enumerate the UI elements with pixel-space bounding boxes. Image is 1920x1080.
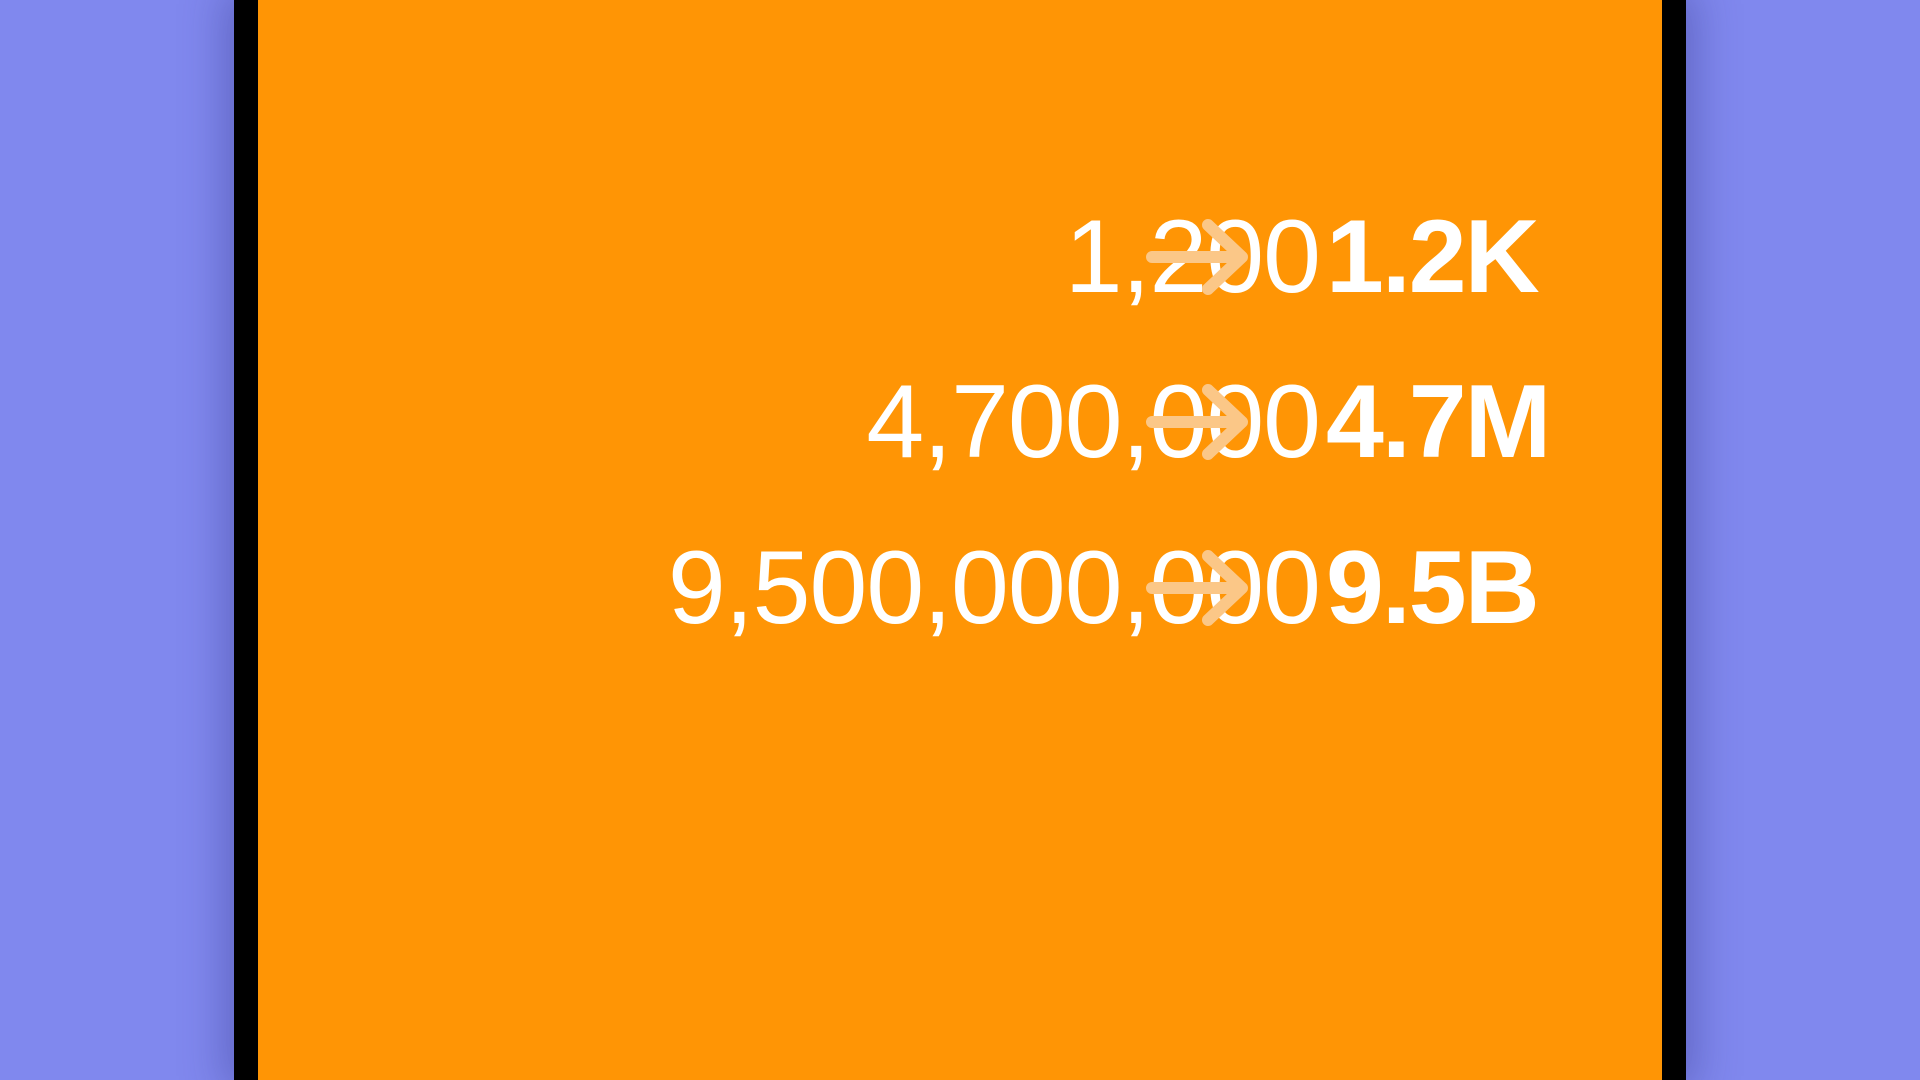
arrow-right-icon xyxy=(1146,219,1248,295)
arrow-right-icon xyxy=(1146,384,1248,460)
formatted-number: 4.7M xyxy=(1326,364,1551,480)
formatted-number: 1.2K xyxy=(1326,199,1540,315)
formatted-number: 9.5B xyxy=(1326,530,1540,646)
number-row: 4,700,000 4.7M xyxy=(258,362,1662,482)
number-row: 9,500,000,000 9.5B xyxy=(258,528,1662,648)
app-screen: 1,200 1.2K 4,700,000 4.7M 9,500,000,000 … xyxy=(258,0,1662,1080)
number-row: 1,200 1.2K xyxy=(258,197,1662,317)
arrow-right-icon xyxy=(1146,550,1248,626)
